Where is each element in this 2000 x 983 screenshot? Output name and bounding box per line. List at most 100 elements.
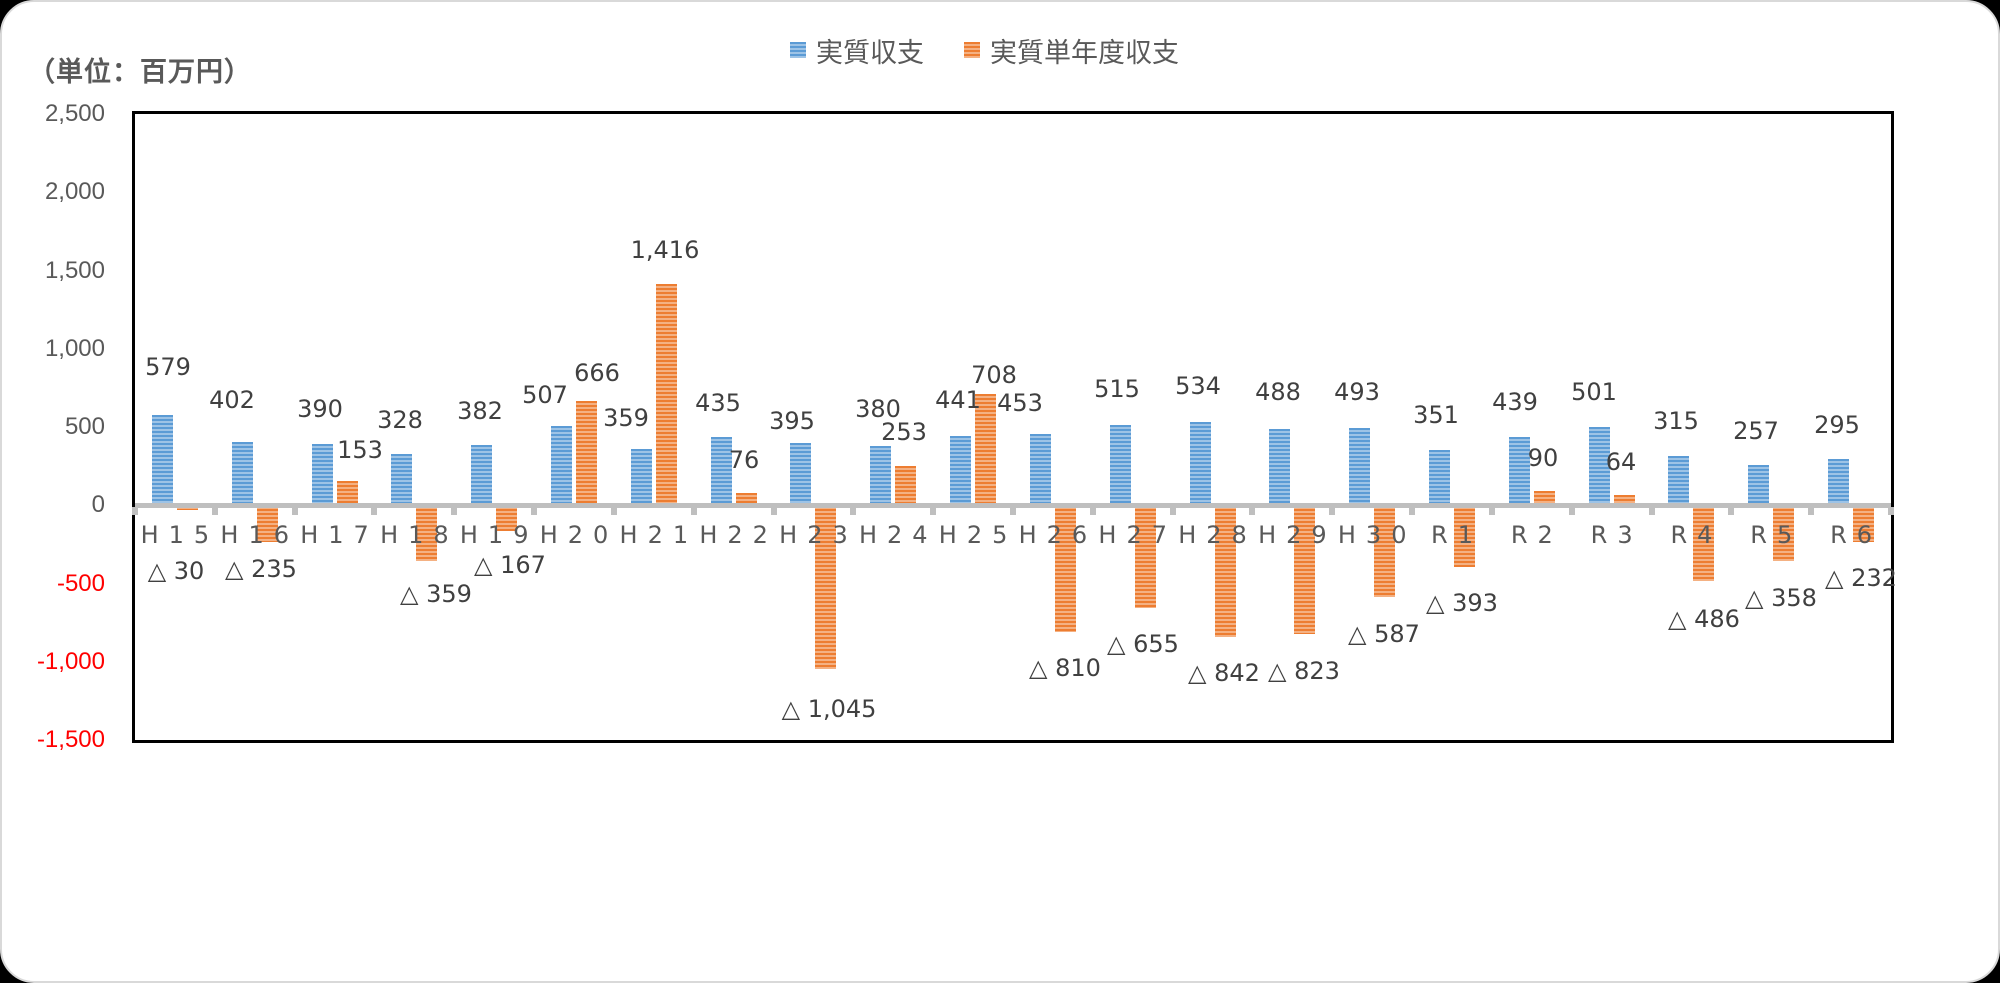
x-category-label: R5 (1750, 521, 1803, 550)
bar-tannendo-shushi (256, 505, 278, 543)
y-tick-label: 0 (91, 491, 105, 519)
x-category-label: H16 (220, 521, 300, 550)
bar-jisshitsu-shushi (1668, 455, 1690, 506)
x-axis-tick (1728, 507, 1735, 516)
unit-label: （単位：百万円） (28, 57, 252, 88)
x-axis-tick (451, 507, 458, 516)
x-axis-tick (1329, 507, 1336, 516)
x-category-label: H15 (140, 521, 220, 550)
data-label-tannendo-shushi: △ 359 (400, 580, 472, 608)
x-category-label: H26 (1018, 521, 1098, 550)
x-axis-tick (1568, 507, 1575, 516)
bar-tannendo-shushi (1533, 491, 1555, 506)
data-label-tannendo-shushi: 253 (881, 418, 927, 446)
x-axis-line (135, 503, 1891, 509)
y-tick-label: -1,000 (36, 647, 105, 675)
bar-tannendo-shushi (1054, 505, 1076, 632)
x-axis-tick (1808, 507, 1815, 516)
bar-tannendo-shushi (1134, 505, 1156, 608)
bar-jisshitsu-shushi (471, 445, 493, 506)
x-axis-tick (1010, 507, 1016, 516)
data-label-jisshitsu-shushi: 295 (1814, 411, 1860, 439)
data-label-tannendo-shushi: 708 (971, 361, 1017, 389)
data-label-jisshitsu-shushi: 315 (1653, 407, 1699, 435)
data-label-tannendo-shushi: △ 235 (225, 555, 297, 583)
x-axis-tick (1249, 507, 1256, 516)
bar-tannendo-shushi (416, 505, 438, 562)
x-category-label: H18 (380, 521, 459, 550)
bar-jisshitsu-shushi (1109, 424, 1131, 506)
bar-jisshitsu-shushi (1588, 426, 1610, 506)
data-label-jisshitsu-shushi: 257 (1733, 417, 1779, 445)
x-axis-tick (1409, 507, 1416, 516)
bar-jisshitsu-shushi (1508, 436, 1530, 506)
x-category-label: R2 (1510, 521, 1563, 550)
bar-tannendo-shushi (576, 401, 597, 506)
bar-tannendo-shushi (336, 481, 358, 506)
x-category-label: H21 (619, 521, 699, 550)
legend-label: 実質収支 (816, 37, 924, 69)
bar-jisshitsu-shushi (950, 436, 972, 506)
bar-tannendo-shushi (1613, 495, 1635, 506)
data-label-tannendo-shushi: 666 (574, 359, 620, 387)
data-label-tannendo-shushi: △ 30 (147, 557, 205, 585)
x-axis-tick (211, 507, 218, 516)
data-label-tannendo-shushi: 76 (728, 446, 760, 474)
x-axis-tick (610, 507, 617, 516)
x-axis-tick (850, 507, 857, 516)
plot-area (132, 111, 1894, 743)
bar-tannendo-shushi (1374, 505, 1396, 598)
legend-item-tannendo-shushi: 実質単年度収支 (964, 31, 1179, 70)
data-label-jisshitsu-shushi: 390 (297, 395, 343, 423)
bar-jisshitsu-shushi (391, 453, 413, 506)
legend-label: 実質単年度収支 (990, 37, 1179, 69)
data-label-tannendo-shushi: △ 655 (1107, 630, 1179, 658)
bar-jisshitsu-shushi (1828, 459, 1850, 506)
y-tick-label: 1,500 (44, 256, 105, 284)
bar-jisshitsu-shushi (790, 443, 812, 506)
y-tick-label: 2,000 (44, 178, 105, 206)
bar-jisshitsu-shushi (1349, 428, 1371, 506)
bar-jisshitsu-shushi (870, 445, 892, 506)
data-label-tannendo-shushi: △ 842 (1188, 659, 1260, 687)
data-label-tannendo-shushi: 90 (1527, 444, 1559, 472)
data-label-tannendo-shushi: △ 587 (1348, 620, 1420, 648)
bar-jisshitsu-shushi (710, 437, 732, 506)
data-label-jisshitsu-shushi: 439 (1492, 388, 1538, 416)
bar-tannendo-shushi (975, 394, 997, 506)
bar-tannendo-shushi (496, 505, 518, 532)
legend-swatch-orange (964, 42, 980, 58)
data-label-jisshitsu-shushi: 488 (1255, 378, 1301, 406)
data-label-jisshitsu-shushi: 435 (695, 389, 741, 417)
legend-swatch-blue (790, 42, 806, 58)
bar-jisshitsu-shushi (551, 425, 572, 506)
x-category-label: H30 (1337, 521, 1417, 550)
bar-jisshitsu-shushi (1429, 450, 1450, 506)
x-category-label: H17 (300, 521, 379, 550)
bar-tannendo-shushi (1773, 505, 1795, 562)
x-axis-tick (531, 507, 538, 516)
data-label-jisshitsu-shushi: 501 (1571, 378, 1617, 406)
data-label-jisshitsu-shushi: 395 (769, 407, 815, 435)
data-label-jisshitsu-shushi: 359 (603, 404, 649, 432)
data-label-tannendo-shushi: △ 167 (474, 551, 546, 579)
x-axis-tick (690, 507, 697, 516)
x-category-label: H22 (699, 521, 778, 550)
data-label-tannendo-shushi: △ 1,045 (781, 695, 877, 723)
x-axis-tick (930, 507, 937, 516)
data-label-jisshitsu-shushi: 579 (145, 353, 191, 381)
data-label-jisshitsu-shushi: 534 (1175, 372, 1221, 400)
x-axis-tick (1089, 507, 1096, 516)
data-label-jisshitsu-shushi: 328 (377, 406, 423, 434)
y-tick-label: 500 (64, 413, 105, 440)
data-label-tannendo-shushi: △ 823 (1268, 657, 1340, 685)
x-category-label: H24 (858, 521, 938, 550)
bar-jisshitsu-shushi (1029, 434, 1051, 506)
x-axis-tick (132, 507, 138, 516)
bar-tannendo-shushi (1693, 505, 1715, 582)
x-category-label: H20 (539, 521, 619, 550)
legend: 実質収支 実質単年度収支 (790, 30, 1219, 70)
data-label-tannendo-shushi: 1,416 (630, 236, 700, 264)
data-label-jisshitsu-shushi: 402 (209, 386, 255, 414)
